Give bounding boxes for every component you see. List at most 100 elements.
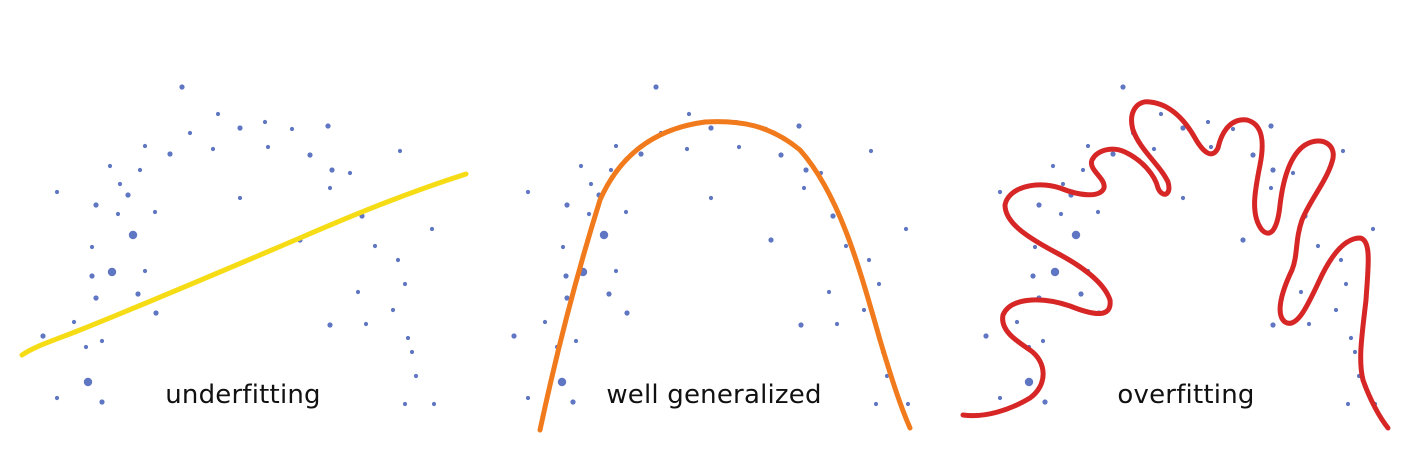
data-point (1306, 321, 1312, 327)
data-point (289, 126, 295, 132)
caption-underfitting: underfitting (165, 380, 321, 410)
data-point (395, 257, 401, 263)
data-point (1151, 146, 1157, 152)
data-point (1370, 226, 1376, 232)
data-point (390, 307, 396, 313)
data-point (1040, 338, 1046, 344)
data-point (262, 119, 268, 125)
data-point (1032, 244, 1038, 250)
data-point (237, 195, 243, 201)
data-point (40, 333, 46, 339)
data-point (563, 273, 569, 279)
data-point (327, 322, 333, 328)
data-point (686, 111, 692, 117)
data-point (142, 268, 148, 274)
data-point (355, 289, 361, 295)
data-point (1080, 167, 1086, 173)
data-point (557, 377, 567, 387)
data-point (128, 230, 138, 240)
data-point (983, 333, 989, 339)
data-point (876, 281, 882, 287)
data-point (1050, 163, 1056, 169)
data-point (623, 209, 629, 215)
data-point (107, 267, 117, 277)
data-point (1208, 144, 1214, 150)
data-point (99, 338, 105, 344)
data-point (325, 123, 331, 129)
data-point (89, 244, 95, 250)
data-point (93, 295, 99, 301)
data-point (1030, 273, 1036, 279)
data-point (125, 192, 131, 198)
data-point (83, 377, 93, 387)
data-point (1240, 237, 1246, 243)
well-generalized-curve (537, 119, 913, 433)
data-point (179, 84, 185, 90)
data-point (215, 111, 221, 117)
data-point (409, 349, 415, 355)
data-point (684, 146, 690, 152)
data-point (99, 399, 105, 405)
data-point (1230, 126, 1236, 132)
data-point (638, 151, 644, 157)
data-point (868, 148, 874, 154)
data-point (431, 401, 437, 407)
data-point (347, 170, 353, 176)
data-point (736, 144, 742, 150)
data-point (402, 281, 408, 287)
data-point (525, 189, 531, 195)
data-point (107, 163, 113, 169)
panel-underfitting (19, 84, 469, 407)
data-point (1014, 319, 1020, 325)
data-point (93, 202, 99, 208)
data-point (1298, 289, 1304, 295)
data-point (708, 195, 714, 201)
data-point (608, 167, 614, 173)
data-point (511, 333, 517, 339)
data-point (586, 211, 592, 217)
data-point (1270, 322, 1276, 328)
data-point (142, 143, 148, 149)
overfit-curve (960, 99, 1391, 431)
caption-overfitting: overfitting (1117, 380, 1255, 410)
data-point (1205, 119, 1211, 125)
data-point (573, 338, 579, 344)
data-point (1036, 202, 1042, 208)
data-point (588, 181, 594, 187)
data-point (1050, 267, 1060, 277)
data-point (1060, 181, 1066, 187)
data-point (1180, 125, 1186, 131)
data-point (152, 209, 158, 215)
data-point (115, 211, 121, 217)
data-point (525, 395, 531, 401)
data-point (905, 401, 911, 407)
data-point (708, 125, 714, 131)
data-point (137, 167, 143, 173)
data-point (1042, 399, 1048, 405)
data-point (613, 143, 619, 149)
data-point (153, 310, 159, 316)
data-point (397, 148, 403, 154)
data-point (1315, 243, 1321, 249)
data-point (1250, 152, 1256, 158)
data-point (1024, 377, 1034, 387)
data-point (1095, 209, 1101, 215)
data-point (1158, 111, 1164, 117)
data-point (624, 310, 630, 316)
data-point (826, 289, 832, 295)
data-point (1078, 291, 1084, 297)
data-point (1343, 281, 1349, 287)
data-point (54, 395, 60, 401)
data-point (1120, 84, 1126, 90)
data-point (167, 151, 173, 157)
data-point (54, 189, 60, 195)
data-point (1340, 148, 1346, 154)
data-point (798, 322, 804, 328)
data-point (210, 146, 216, 152)
data-point (187, 130, 193, 136)
data-point (653, 84, 659, 90)
data-point (1058, 211, 1064, 217)
caption-well-generalized: well generalized (606, 380, 822, 410)
data-point (402, 401, 408, 407)
